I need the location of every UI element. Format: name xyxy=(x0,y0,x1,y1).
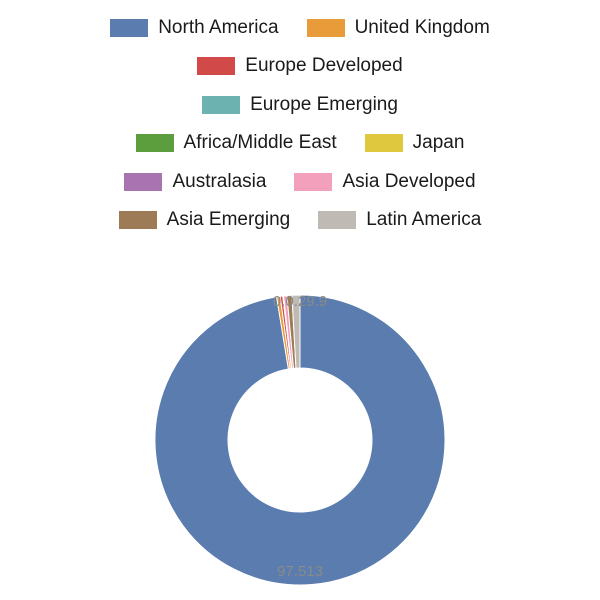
legend-swatch xyxy=(197,57,235,75)
legend-label: North America xyxy=(158,10,278,46)
donut-chart-wrap: 97.513 0.0.29.9 xyxy=(0,270,600,600)
slice-label-primary: 97.513 xyxy=(277,563,323,580)
legend-item-europe-emerging: Europe Emerging xyxy=(202,87,398,123)
legend-row: Australasia Asia Developed xyxy=(0,164,600,202)
legend-swatch xyxy=(307,19,345,37)
legend-swatch xyxy=(202,96,240,114)
legend-label: Latin America xyxy=(366,202,481,238)
slice-label-cluster: 0.0.29.9 xyxy=(273,293,327,310)
legend-item-north-america: North America xyxy=(110,10,278,46)
legend-label: Australasia xyxy=(172,164,266,200)
legend-row: Europe Developed xyxy=(0,48,600,86)
legend-item-latin-america: Latin America xyxy=(318,202,481,238)
legend-row: Europe Emerging xyxy=(0,87,600,125)
legend-swatch xyxy=(124,173,162,191)
legend-label: Asia Emerging xyxy=(167,202,291,238)
legend-swatch xyxy=(136,134,174,152)
legend-item-japan: Japan xyxy=(365,125,465,161)
legend-row: Africa/Middle East Japan xyxy=(0,125,600,163)
legend-item-asia-developed: Asia Developed xyxy=(294,164,475,200)
chart-container: North America United KingdomEurope Develo… xyxy=(0,0,600,600)
legend-swatch xyxy=(119,211,157,229)
legend-label: Africa/Middle East xyxy=(184,125,337,161)
legend-row: North America United Kingdom xyxy=(0,10,600,48)
legend-swatch xyxy=(294,173,332,191)
legend-item-europe-developed: Europe Developed xyxy=(197,48,402,84)
legend: North America United KingdomEurope Develo… xyxy=(0,0,600,241)
legend-label: Japan xyxy=(413,125,465,161)
legend-swatch xyxy=(110,19,148,37)
legend-swatch xyxy=(365,134,403,152)
legend-item-asia-emerging: Asia Emerging xyxy=(119,202,291,238)
donut-chart: 97.513 0.0.29.9 xyxy=(0,270,600,600)
legend-item-australasia: Australasia xyxy=(124,164,266,200)
legend-row: Asia Emerging Latin America xyxy=(0,202,600,240)
legend-swatch xyxy=(318,211,356,229)
legend-label: Asia Developed xyxy=(342,164,475,200)
legend-item-africa-middle-east: Africa/Middle East xyxy=(136,125,337,161)
legend-label: Europe Emerging xyxy=(250,87,398,123)
legend-label: United Kingdom xyxy=(355,10,490,46)
legend-label: Europe Developed xyxy=(245,48,402,84)
legend-item-united-kingdom: United Kingdom xyxy=(307,10,490,46)
